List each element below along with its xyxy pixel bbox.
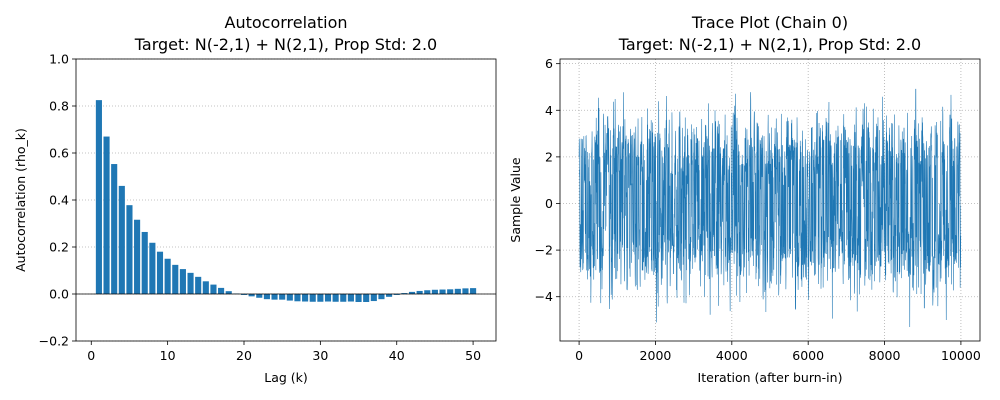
trace-x-axis-label: Iteration (after burn-in) xyxy=(698,370,843,385)
acf-bar xyxy=(248,294,255,297)
acf-bars xyxy=(95,100,477,302)
trace-y-tick-label: 2 xyxy=(545,149,553,164)
trace-x-tick-label: 2000 xyxy=(640,348,672,363)
acf-bar xyxy=(332,294,339,302)
acf-bar xyxy=(447,289,454,294)
acf-gridlines xyxy=(76,58,496,342)
acf-bar xyxy=(470,288,477,294)
trace-y-tick-label: 4 xyxy=(545,103,553,118)
acf-bar xyxy=(355,294,362,302)
acf-x-tick-label: 0 xyxy=(87,348,95,363)
trace-x-tick-label: 4000 xyxy=(716,348,748,363)
acf-bar xyxy=(210,284,217,294)
acf-bar xyxy=(393,294,400,295)
acf-x-ticks: 0 10 20 30 40 50 xyxy=(87,341,481,363)
trace-axes-frame xyxy=(559,58,981,342)
acf-bar xyxy=(401,293,408,294)
acf-bar xyxy=(263,294,270,300)
acf-bar xyxy=(416,290,423,294)
acf-bar xyxy=(378,294,385,300)
trace-x-tick-label: 0 xyxy=(575,348,583,363)
acf-bar xyxy=(156,251,164,294)
acf-bar xyxy=(187,272,194,294)
acf-y-tick-label: 1.0 xyxy=(49,52,69,67)
acf-bar xyxy=(324,294,332,302)
acf-x-tick-label: 40 xyxy=(389,348,405,363)
acf-bar xyxy=(286,294,293,301)
acf-bar xyxy=(370,294,377,302)
acf-bar xyxy=(347,294,354,302)
autocorrelation-chart: Autocorrelation Target: N(-2,1) + N(2,1)… xyxy=(13,13,497,385)
acf-x-tick-label: 30 xyxy=(312,348,328,363)
acf-bar xyxy=(340,294,347,302)
acf-bar xyxy=(363,294,370,302)
acf-bar xyxy=(134,219,141,294)
acf-title: Autocorrelation xyxy=(225,13,348,32)
acf-bar xyxy=(218,287,225,294)
acf-y-tick-label: 0.6 xyxy=(49,146,69,161)
acf-y-tick-label: 0.2 xyxy=(49,240,69,255)
trace-series-line xyxy=(578,88,962,328)
trace-y-tick-label: −2 xyxy=(535,243,553,258)
acf-bar xyxy=(141,231,148,294)
acf-bar xyxy=(294,294,301,302)
acf-bar xyxy=(111,164,118,294)
trace-subtitle: Target: N(-2,1) + N(2,1), Prop Std: 2.0 xyxy=(618,35,921,54)
acf-y-tick-label: 0.0 xyxy=(49,287,69,302)
acf-bar xyxy=(179,269,186,294)
acf-bar xyxy=(118,185,125,294)
acf-y-tick-label: −0.2 xyxy=(39,334,69,349)
acf-bar xyxy=(431,289,438,294)
acf-bar xyxy=(317,294,324,302)
acf-bar xyxy=(302,294,309,302)
acf-bar xyxy=(172,264,179,294)
acf-bar xyxy=(279,294,286,300)
trace-y-tick-label: −4 xyxy=(535,289,553,304)
trace-y-tick-label: 6 xyxy=(545,56,553,71)
acf-bar xyxy=(386,294,393,297)
acf-y-ticks: −0.2 0.0 0.2 0.4 0.6 0.8 1.0 xyxy=(39,52,76,349)
trace-y-axis-label: Sample Value xyxy=(508,157,523,242)
acf-bar xyxy=(256,294,263,298)
acf-bar xyxy=(439,289,446,294)
acf-bar xyxy=(164,258,171,294)
acf-bar xyxy=(424,290,431,294)
acf-bar xyxy=(309,294,316,302)
acf-bar xyxy=(240,294,248,295)
trace-x-tick-label: 10000 xyxy=(941,348,981,363)
trace-y-ticks: −4 −2 0 2 4 6 xyxy=(535,56,560,304)
acf-x-tick-label: 20 xyxy=(236,348,252,363)
acf-y-tick-label: 0.8 xyxy=(49,99,69,114)
trace-title: Trace Plot (Chain 0) xyxy=(691,13,848,32)
acf-bar xyxy=(462,288,469,294)
trace-y-tick-label: 0 xyxy=(545,196,553,211)
acf-bar xyxy=(454,288,461,294)
acf-bar xyxy=(202,281,209,294)
acf-bar xyxy=(103,136,110,294)
acf-bar xyxy=(195,276,202,294)
acf-x-axis-label: Lag (k) xyxy=(264,370,308,385)
acf-bar xyxy=(95,100,102,294)
acf-x-tick-label: 10 xyxy=(160,348,176,363)
acf-y-axis-label: Autocorrelation (rho_k) xyxy=(13,128,28,272)
acf-subtitle: Target: N(-2,1) + N(2,1), Prop Std: 2.0 xyxy=(134,35,437,54)
acf-x-tick-label: 50 xyxy=(465,348,481,363)
trace-x-tick-label: 8000 xyxy=(869,348,901,363)
trace-plot-chart: Trace Plot (Chain 0) Target: N(-2,1) + N… xyxy=(508,13,981,385)
trace-x-tick-label: 6000 xyxy=(792,348,824,363)
acf-bar xyxy=(149,242,156,294)
acf-bar xyxy=(408,291,416,294)
acf-bar xyxy=(225,291,232,294)
acf-y-tick-label: 0.4 xyxy=(49,193,69,208)
acf-bar xyxy=(271,294,278,300)
trace-x-ticks: 0 2000 4000 6000 8000 10000 xyxy=(575,341,981,363)
acf-bar xyxy=(126,205,133,294)
